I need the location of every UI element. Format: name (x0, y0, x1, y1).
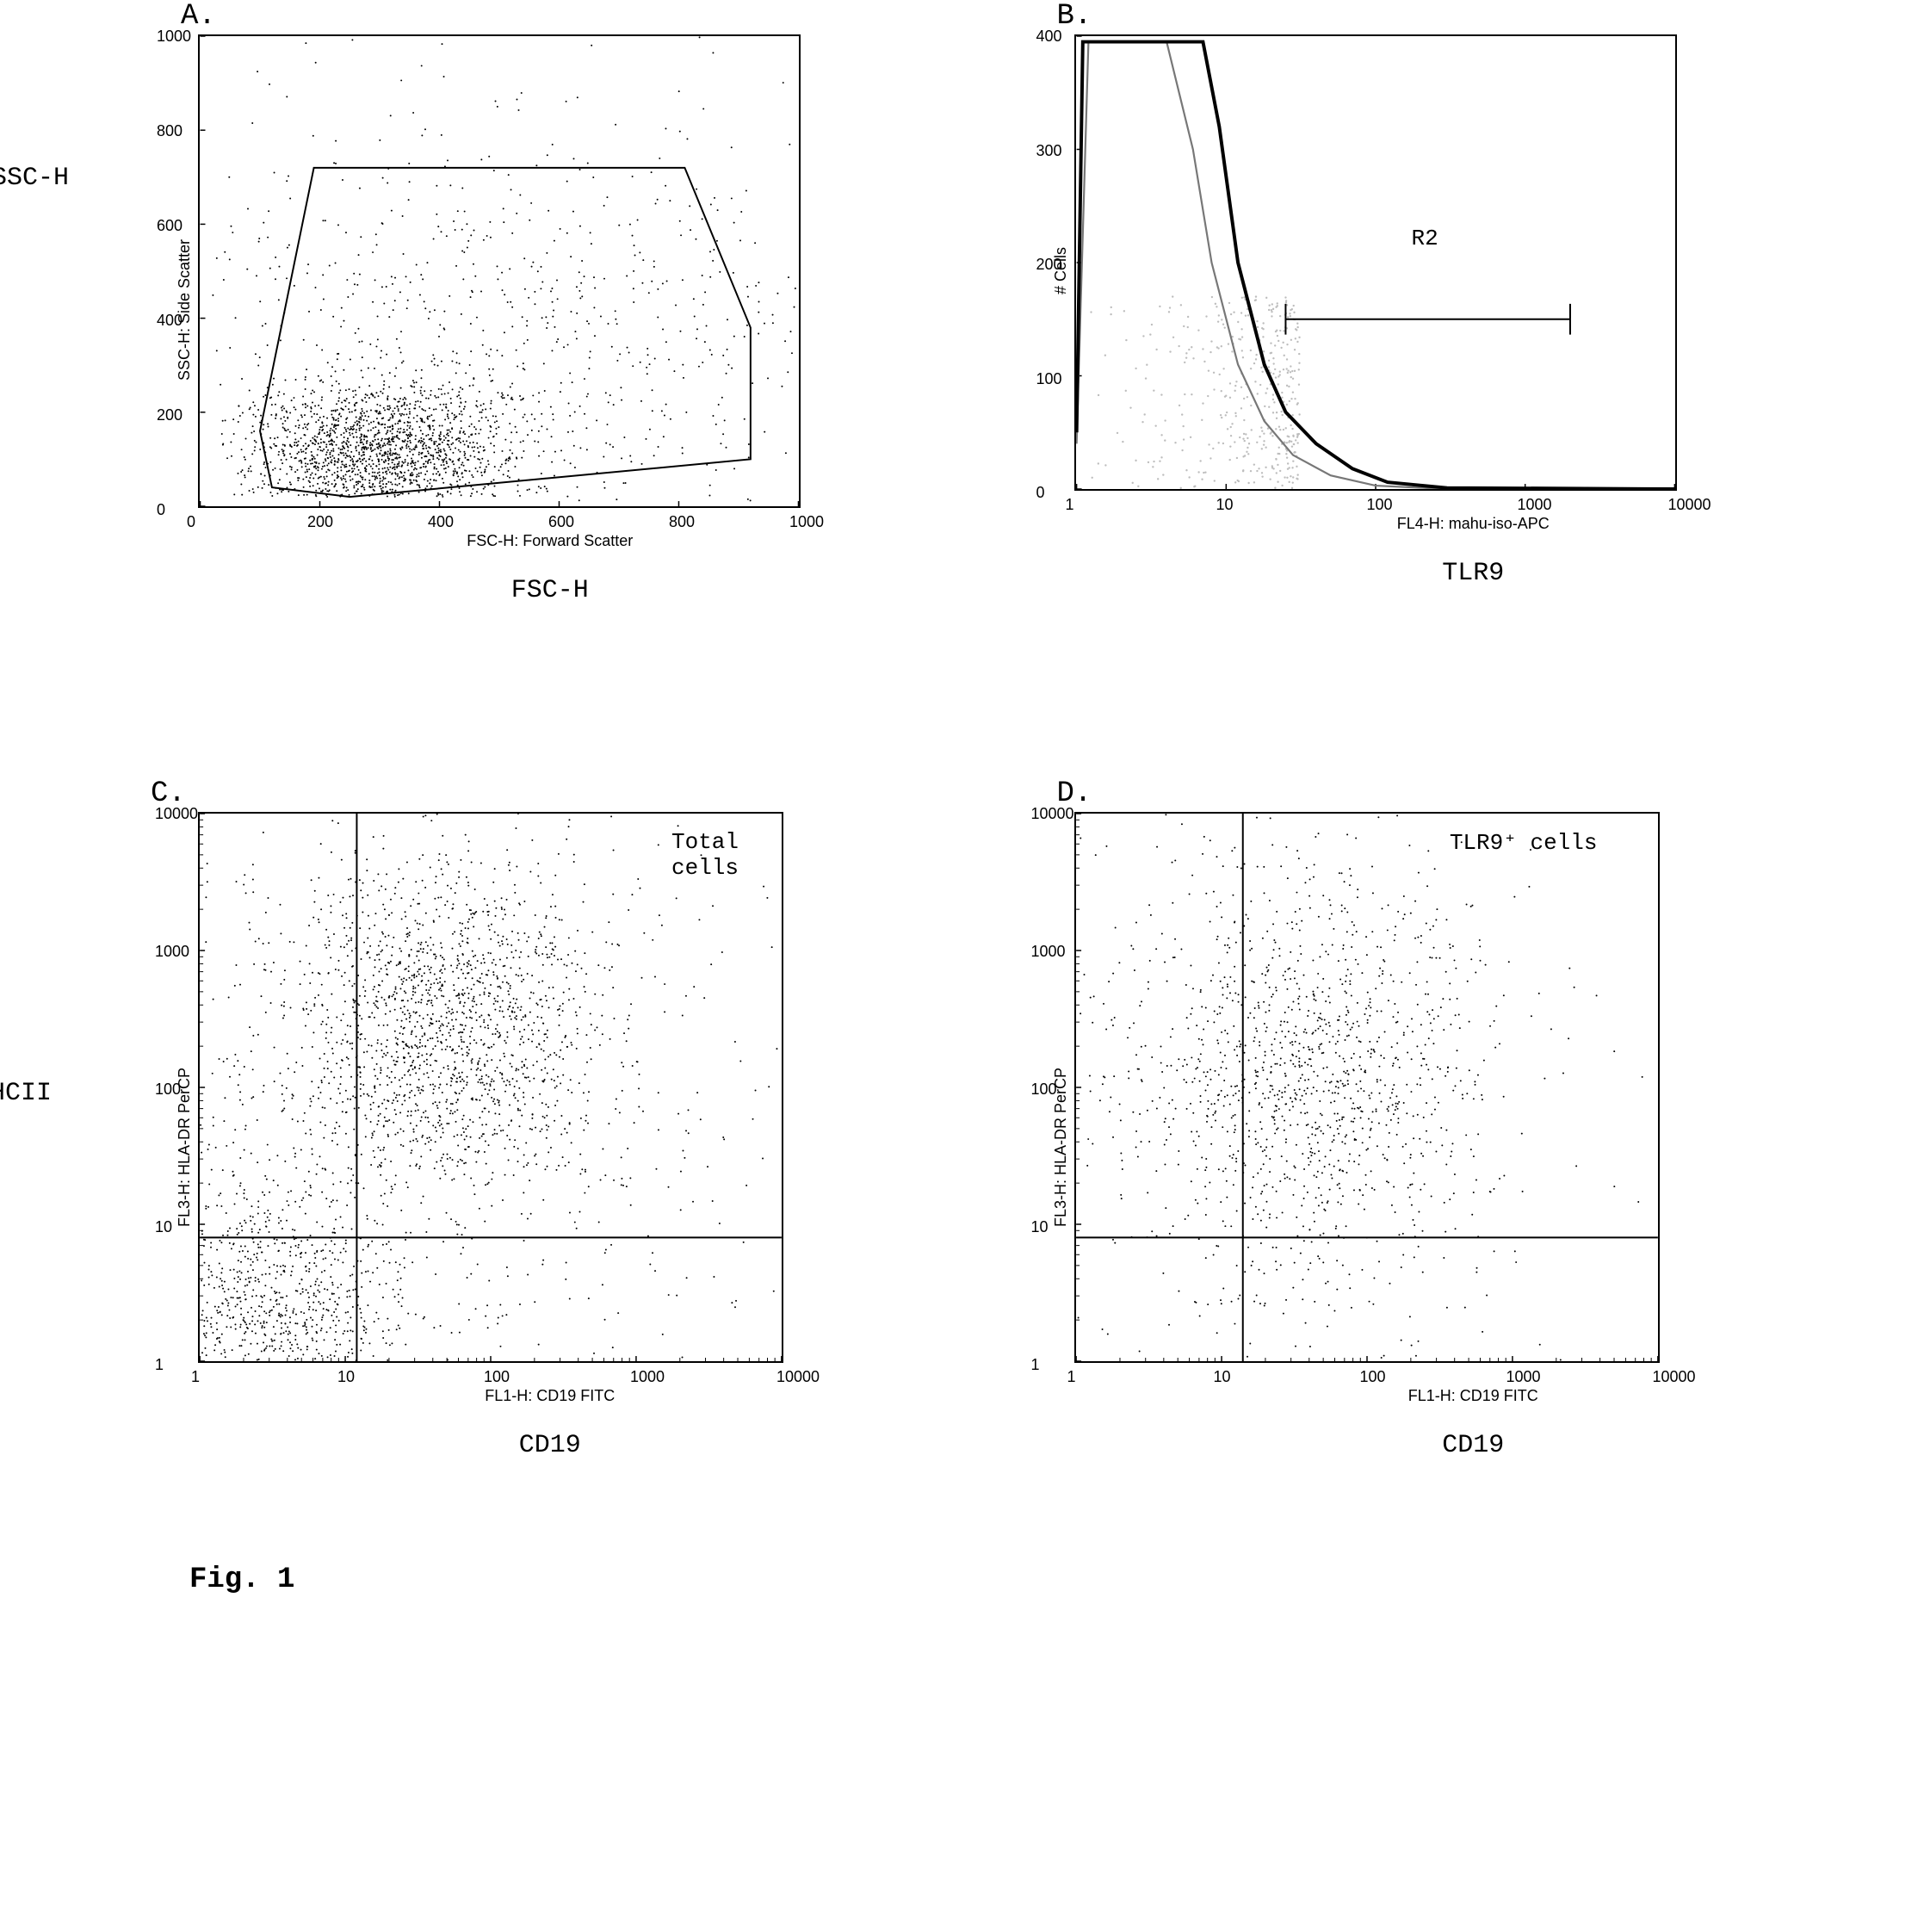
figure-caption: Fig. 1 (189, 1564, 1872, 1596)
plot-c: FL3-H: HLA-DR PerCP Total cells 11101010… (198, 812, 783, 1363)
panel-c-side-label: MHCII (0, 1079, 52, 1108)
panel-b: B. # Cells R2 11010010001000001002003004… (1074, 34, 1873, 605)
figure-grid: A. SSC-H 10 15 SSC-H: Side Scatter 00200… (52, 34, 1872, 1460)
d-xaxis-title: FL1-H: CD19 FITC (1074, 1387, 1873, 1405)
d-inset: TLR9⁺ cells (1450, 829, 1598, 856)
panel-c: C. 2 MHCII 30 35 FL3-H: HLA-DR PerCP Tot… (198, 812, 902, 1460)
plot-c-svg (200, 814, 782, 1361)
plot-d: FL3-H: HLA-DR PerCP TLR9⁺ cells 11101010… (1074, 812, 1660, 1363)
d-bottom-label: CD19 (1074, 1431, 1873, 1460)
plot-a-svg (200, 36, 799, 506)
b-gate-label: R2 (1412, 226, 1438, 251)
a-yaxis-title: SSC-H: Side Scatter (176, 239, 194, 381)
c-xaxis-title: FL1-H: CD19 FITC (198, 1387, 902, 1405)
plot-b-svg (1076, 36, 1675, 489)
b-bottom-label: TLR9 (1074, 559, 1873, 588)
plot-a: SSC-H: Side Scatter 00200200400400600600… (198, 34, 801, 508)
a-bottom-label: FSC-H (198, 576, 902, 605)
panel-b-label: B. (1057, 0, 1092, 33)
panel-a-side-label: SSC-H (0, 164, 69, 193)
panel-d: D. FL3-H: HLA-DR PerCP TLR9⁺ cells 11101… (1074, 812, 1873, 1460)
b-xaxis-title: FL4-H: mahu-iso-APC (1074, 515, 1873, 533)
plot-b: # Cells R2 1101001000100000100200300400 (1074, 34, 1677, 491)
c-inset: Total cells (671, 829, 739, 881)
plot-d-svg (1076, 814, 1658, 1361)
a-xaxis-title: FSC-H: Forward Scatter (198, 532, 902, 550)
panel-a: A. SSC-H 10 15 SSC-H: Side Scatter 00200… (198, 34, 902, 605)
c-bottom-label: CD19 (198, 1431, 902, 1460)
